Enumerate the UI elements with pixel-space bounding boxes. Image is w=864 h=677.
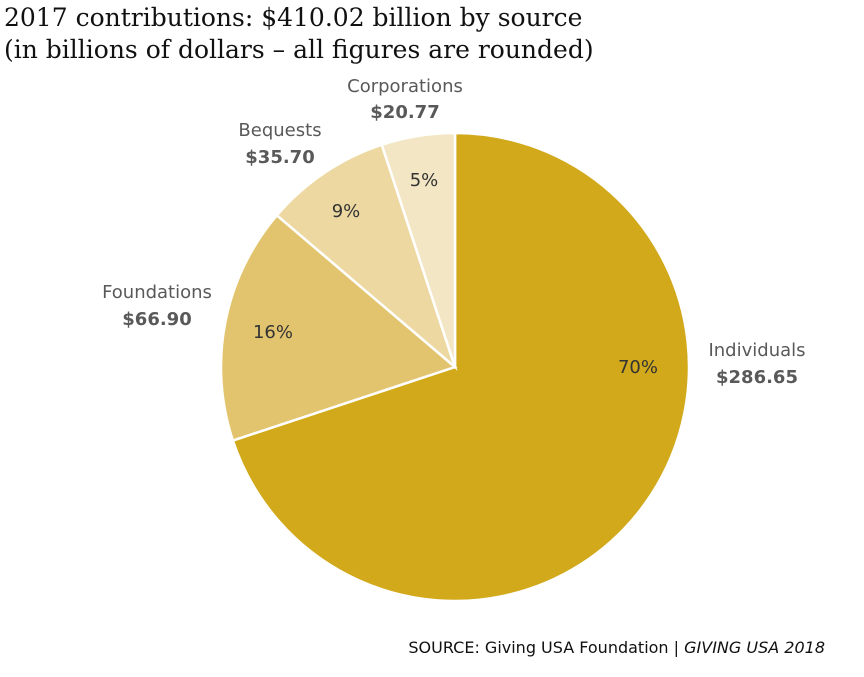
- category-label: Corporations: [347, 76, 463, 97]
- slice-percent: 9%: [332, 201, 361, 222]
- chart-subtitle: (in billions of dollars – all figures ar…: [4, 35, 594, 64]
- category-label: Individuals: [708, 340, 805, 361]
- pie-slice: [219, 213, 458, 443]
- pie-slice: [231, 131, 691, 603]
- source-text: SOURCE: Giving USA Foundation |: [408, 638, 679, 657]
- value-label: $20.77: [370, 102, 439, 123]
- pie-slice: [275, 143, 458, 371]
- category-label: Bequests: [238, 120, 321, 141]
- value-label: $66.90: [122, 309, 191, 330]
- value-label: $286.65: [716, 367, 798, 388]
- slice-percent: 16%: [253, 322, 293, 343]
- slice-percent: 70%: [618, 357, 658, 378]
- slice-percent: 5%: [410, 170, 439, 191]
- value-label: $35.70: [245, 147, 314, 168]
- category-label: Foundations: [102, 282, 212, 303]
- chart-title: 2017 contributions: $410.02 billion by s…: [4, 3, 582, 32]
- pie-slice: [380, 131, 457, 368]
- source: SOURCE: Giving USA Foundation | GIVING U…: [408, 638, 825, 657]
- source-publication: GIVING USA 2018: [684, 638, 825, 657]
